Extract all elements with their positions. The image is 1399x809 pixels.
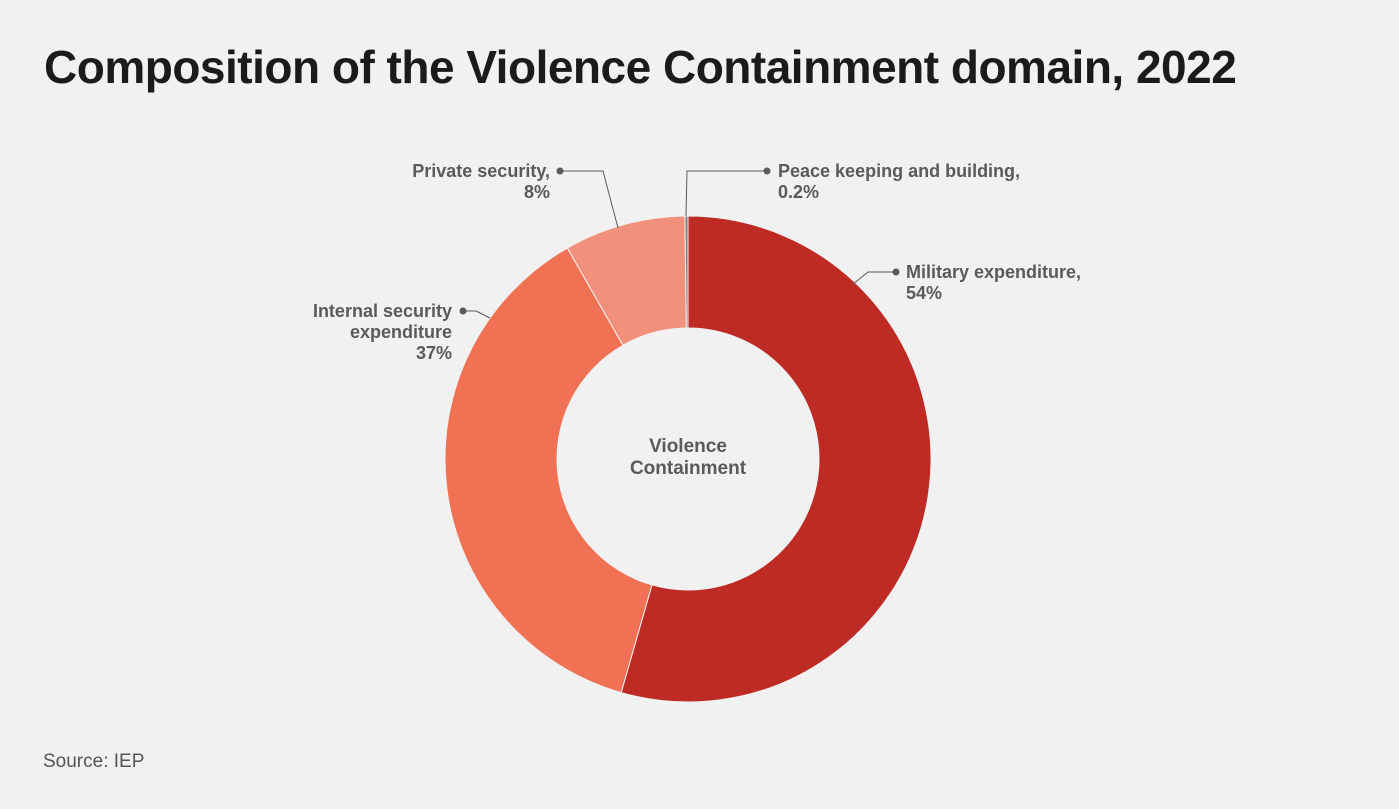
slice-label: 8% <box>524 182 550 202</box>
slice-label: 0.2% <box>778 182 819 202</box>
slices-layer <box>444 215 932 703</box>
slice-labels-layer: Military expenditure,54% Internal securit… <box>313 161 1081 363</box>
leader-line <box>851 271 896 286</box>
leader-dot <box>459 307 467 315</box>
leader-lines-layer <box>459 167 900 319</box>
leader-line <box>685 170 767 217</box>
slice-label: expenditure <box>350 322 452 342</box>
slice-label: Military expenditure, <box>906 262 1081 282</box>
slice-military-expenditure <box>620 215 932 703</box>
slice-label: Internal security <box>313 301 452 321</box>
slice-internal-security-expenditure <box>444 247 653 694</box>
center-label-line-2: Containment <box>630 458 747 479</box>
leader-line <box>560 170 619 229</box>
slice-label: 37% <box>416 343 452 363</box>
leader-dot <box>892 268 900 276</box>
leader-line <box>463 310 491 319</box>
slice-peace-keeping-and-building <box>684 215 689 329</box>
slice-label: Peace keeping and building, <box>778 161 1020 181</box>
leader-dot <box>763 167 771 175</box>
slice-label: 54% <box>906 283 942 303</box>
source-note: Source: IEP <box>43 751 145 772</box>
chart-title: Composition of the Violence Containment … <box>44 41 1237 93</box>
slice-label: Private security, <box>412 161 550 181</box>
leader-dot <box>556 167 564 175</box>
center-label-line-1: Violence <box>649 436 727 457</box>
